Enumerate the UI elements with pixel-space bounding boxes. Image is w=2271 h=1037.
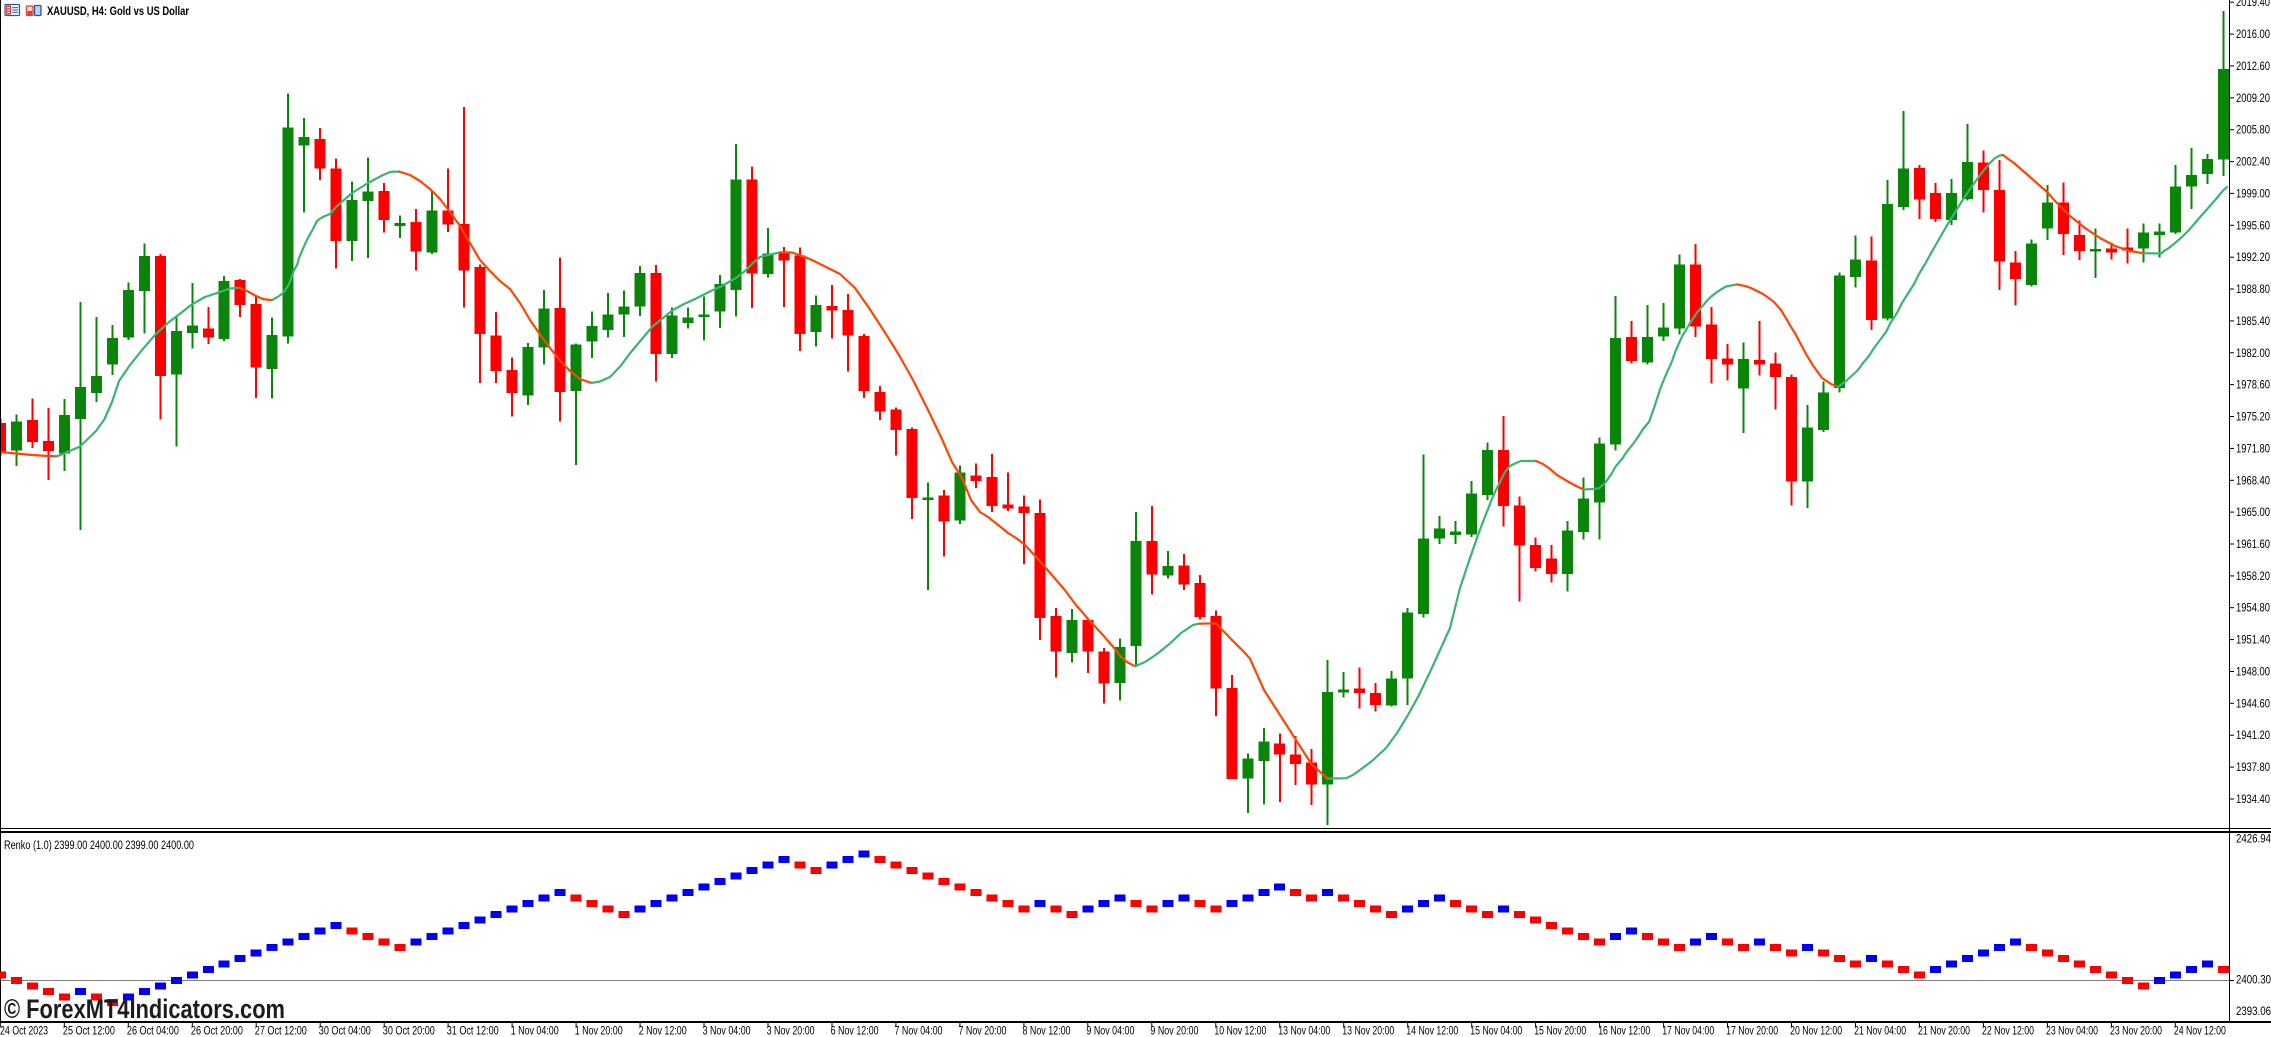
- svg-text:24 Oct 2023: 24 Oct 2023: [0, 1026, 48, 1037]
- svg-text:Renko (1.0) 2399.00 2400.00 23: Renko (1.0) 2399.00 2400.00 2399.00 2400…: [4, 840, 194, 852]
- svg-text:1937.80: 1937.80: [2236, 762, 2270, 774]
- svg-text:13 Nov 20:00: 13 Nov 20:00: [1342, 1026, 1394, 1037]
- svg-text:30 Oct 04:00: 30 Oct 04:00: [319, 1026, 371, 1037]
- svg-text:23 Nov 20:00: 23 Nov 20:00: [2110, 1026, 2162, 1037]
- svg-text:21 Nov 20:00: 21 Nov 20:00: [1918, 1026, 1970, 1037]
- svg-text:20 Nov 12:00: 20 Nov 12:00: [1790, 1026, 1842, 1037]
- svg-text:1982.00: 1982.00: [2236, 348, 2270, 360]
- svg-text:7 Nov 20:00: 7 Nov 20:00: [959, 1026, 1007, 1037]
- svg-text:1941.20: 1941.20: [2236, 730, 2270, 742]
- svg-text:2002.40: 2002.40: [2236, 157, 2270, 169]
- svg-text:14 Nov 12:00: 14 Nov 12:00: [1406, 1026, 1458, 1037]
- svg-text:15 Nov 04:00: 15 Nov 04:00: [1470, 1026, 1522, 1037]
- svg-text:1954.80: 1954.80: [2236, 603, 2270, 615]
- svg-text:1951.40: 1951.40: [2236, 635, 2270, 647]
- svg-text:15 Nov 20:00: 15 Nov 20:00: [1534, 1026, 1586, 1037]
- svg-text:2016.00: 2016.00: [2236, 29, 2270, 41]
- svg-text:1999.00: 1999.00: [2236, 188, 2270, 200]
- svg-text:2400.30: 2400.30: [2236, 975, 2271, 987]
- svg-text:17 Nov 20:00: 17 Nov 20:00: [1726, 1026, 1778, 1037]
- svg-text:1 Nov 04:00: 1 Nov 04:00: [511, 1026, 559, 1037]
- svg-text:1971.80: 1971.80: [2236, 443, 2270, 455]
- svg-text:2009.20: 2009.20: [2236, 93, 2270, 105]
- svg-text:2 Nov 12:00: 2 Nov 12:00: [639, 1026, 687, 1037]
- svg-text:1965.00: 1965.00: [2236, 507, 2270, 519]
- svg-text:2005.80: 2005.80: [2236, 125, 2270, 137]
- svg-text:1992.20: 1992.20: [2236, 252, 2270, 264]
- svg-text:30 Oct 20:00: 30 Oct 20:00: [383, 1026, 435, 1037]
- svg-text:27 Oct 12:00: 27 Oct 12:00: [255, 1026, 307, 1037]
- svg-text:23 Nov 04:00: 23 Nov 04:00: [2046, 1026, 2098, 1037]
- svg-text:26 Oct 04:00: 26 Oct 04:00: [127, 1026, 179, 1037]
- svg-text:21 Nov 04:00: 21 Nov 04:00: [1854, 1026, 1906, 1037]
- svg-text:1934.40: 1934.40: [2236, 794, 2270, 806]
- svg-text:1988.80: 1988.80: [2236, 284, 2270, 296]
- svg-text:2393.06: 2393.06: [2236, 1006, 2271, 1018]
- svg-text:8 Nov 12:00: 8 Nov 12:00: [1023, 1026, 1071, 1037]
- svg-text:2012.60: 2012.60: [2236, 61, 2270, 73]
- svg-text:10 Nov 12:00: 10 Nov 12:00: [1214, 1026, 1266, 1037]
- svg-text:6 Nov 12:00: 6 Nov 12:00: [831, 1026, 879, 1037]
- svg-text:1958.20: 1958.20: [2236, 571, 2270, 583]
- svg-text:1968.40: 1968.40: [2236, 475, 2270, 487]
- svg-text:13 Nov 04:00: 13 Nov 04:00: [1278, 1026, 1330, 1037]
- svg-text:9 Nov 04:00: 9 Nov 04:00: [1086, 1026, 1134, 1037]
- svg-text:16 Nov 12:00: 16 Nov 12:00: [1598, 1026, 1650, 1037]
- svg-text:17 Nov 04:00: 17 Nov 04:00: [1662, 1026, 1714, 1037]
- svg-text:22 Nov 12:00: 22 Nov 12:00: [1982, 1026, 2034, 1037]
- svg-text:1961.60: 1961.60: [2236, 539, 2270, 551]
- svg-text:7 Nov 04:00: 7 Nov 04:00: [895, 1026, 943, 1037]
- svg-text:25 Oct 12:00: 25 Oct 12:00: [63, 1026, 115, 1037]
- svg-text:1948.00: 1948.00: [2236, 667, 2270, 679]
- svg-text:3 Nov 04:00: 3 Nov 04:00: [703, 1026, 751, 1037]
- svg-text:2019.40: 2019.40: [2236, 0, 2270, 9]
- svg-text:26 Oct 20:00: 26 Oct 20:00: [191, 1026, 243, 1037]
- svg-text:24 Nov 12:00: 24 Nov 12:00: [2174, 1026, 2226, 1037]
- svg-text:9 Nov 20:00: 9 Nov 20:00: [1150, 1026, 1198, 1037]
- svg-text:1978.60: 1978.60: [2236, 380, 2270, 392]
- svg-text:1975.20: 1975.20: [2236, 412, 2270, 424]
- svg-text:© ForexMT4Indicators.com: © ForexMT4Indicators.com: [4, 994, 285, 1024]
- svg-text:3 Nov 20:00: 3 Nov 20:00: [767, 1026, 815, 1037]
- svg-text:XAUUSD, H4: Gold vs US Dollar: XAUUSD, H4: Gold vs US Dollar: [47, 4, 189, 18]
- svg-text:31 Oct 12:00: 31 Oct 12:00: [447, 1026, 499, 1037]
- svg-text:1985.40: 1985.40: [2236, 316, 2270, 328]
- svg-text:2426.94: 2426.94: [2236, 834, 2271, 846]
- svg-text:1 Nov 20:00: 1 Nov 20:00: [575, 1026, 623, 1037]
- svg-text:1995.60: 1995.60: [2236, 220, 2270, 232]
- svg-text:1944.60: 1944.60: [2236, 698, 2270, 710]
